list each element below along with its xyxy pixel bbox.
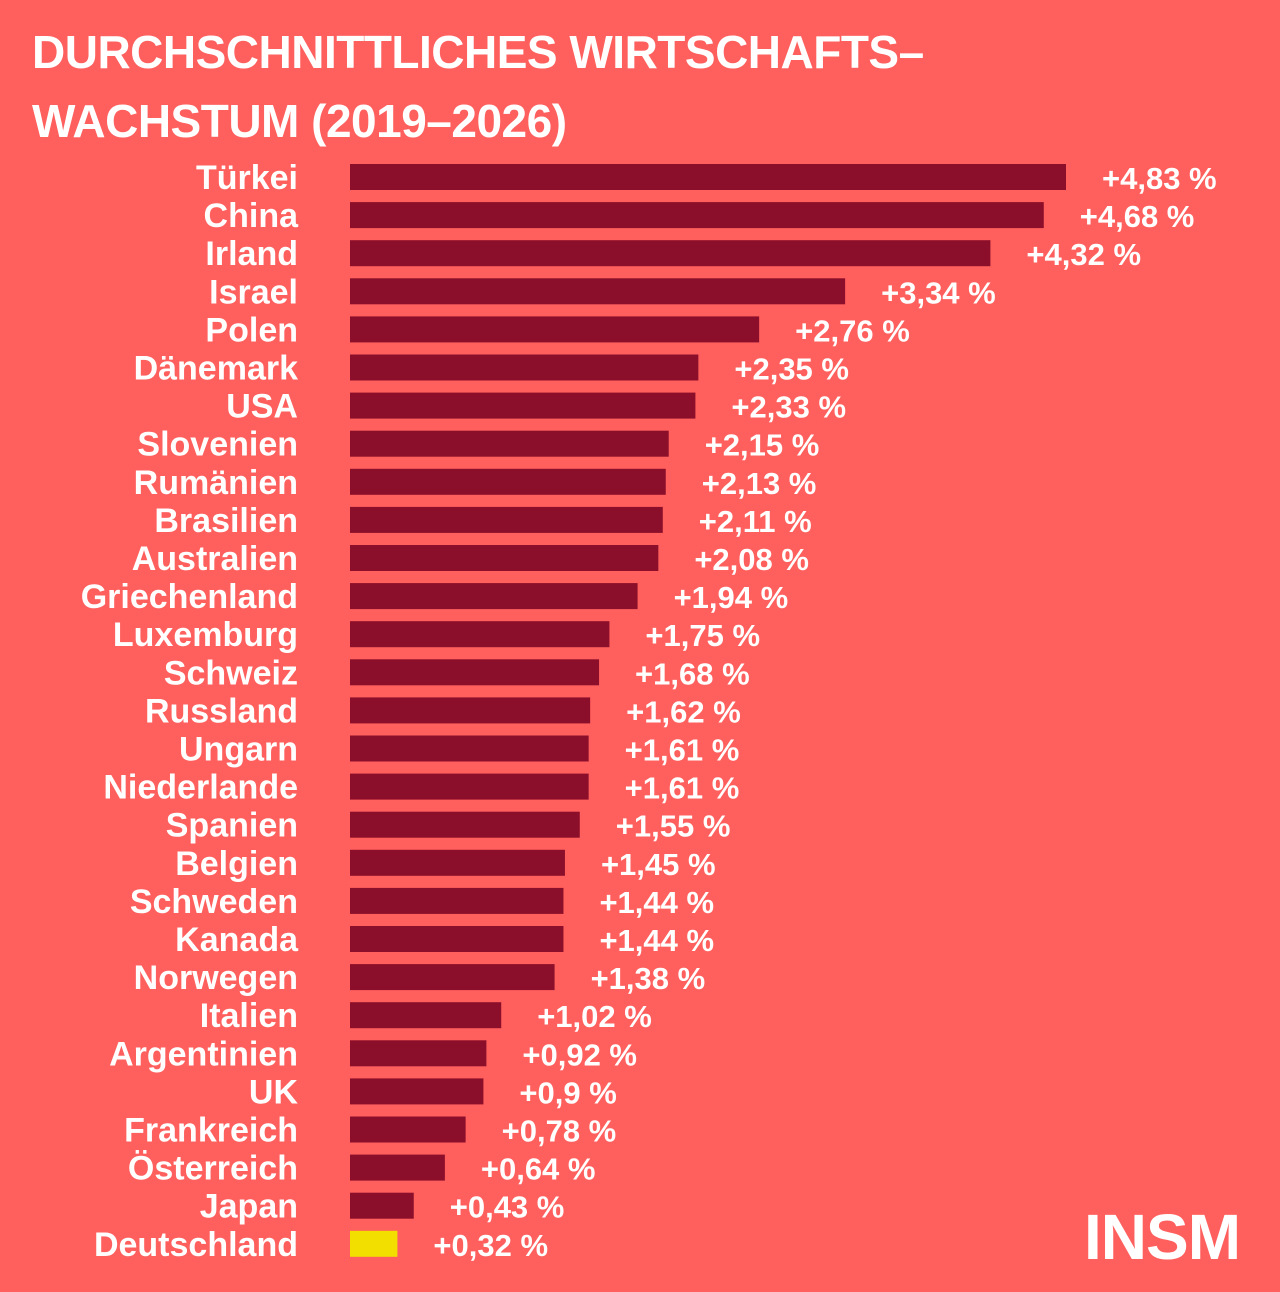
category-label: Russland — [145, 692, 298, 730]
data-label: +1,61 % — [625, 733, 740, 768]
data-label: +3,34 % — [881, 275, 996, 310]
category-label: Norwegen — [134, 959, 298, 997]
data-label: +2,35 % — [734, 352, 849, 387]
bar — [350, 1040, 487, 1067]
bar — [350, 583, 638, 610]
category-label: Schweden — [130, 883, 298, 921]
data-label: +0,32 % — [433, 1228, 548, 1263]
bar — [350, 1078, 484, 1105]
category-label: Luxemburg — [113, 616, 298, 654]
category-label: Niederlande — [103, 769, 298, 807]
bar — [350, 278, 846, 305]
data-label: +1,44 % — [599, 923, 714, 958]
bar — [350, 316, 760, 343]
data-label: +1,55 % — [616, 809, 731, 844]
category-label: Israel — [209, 273, 298, 311]
data-label: +1,62 % — [626, 694, 741, 729]
bar — [350, 887, 564, 914]
data-label: +1,44 % — [599, 885, 714, 920]
data-label: +0,9 % — [519, 1075, 616, 1110]
data-label: +2,76 % — [795, 313, 910, 348]
bar — [350, 506, 663, 533]
category-label: Japan — [200, 1188, 298, 1226]
data-label: +1,38 % — [591, 961, 706, 996]
category-label: Brasilien — [154, 502, 298, 540]
bar — [350, 430, 669, 457]
bar — [350, 926, 564, 952]
data-label: +0,64 % — [481, 1152, 596, 1187]
bar — [350, 164, 1066, 190]
data-label: +0,43 % — [450, 1190, 565, 1225]
bar — [350, 849, 565, 876]
category-label: Griechenland — [81, 578, 298, 616]
data-label: +2,15 % — [705, 428, 820, 463]
data-label: +2,08 % — [694, 542, 809, 577]
bar — [350, 1154, 445, 1181]
bar — [350, 240, 991, 267]
chart-title: DURCHSCHNITTLICHES WIRTSCHAFTS– WACHSTUM… — [32, 18, 924, 156]
category-label: Argentinien — [109, 1035, 298, 1073]
category-label: Australien — [132, 540, 298, 578]
bar — [350, 773, 589, 800]
chart-title-line-1: DURCHSCHNITTLICHES WIRTSCHAFTS– — [32, 26, 924, 78]
category-label: Frankreich — [124, 1112, 298, 1150]
bar — [350, 659, 600, 686]
category-label: Deutschland — [94, 1226, 298, 1264]
data-label: +0,92 % — [522, 1037, 637, 1072]
data-label: +0,78 % — [502, 1114, 617, 1149]
category-label: Schweiz — [164, 654, 298, 692]
bar — [350, 1002, 502, 1029]
category-label: Österreich — [128, 1150, 298, 1188]
bar — [350, 1192, 414, 1219]
data-label: +1,75 % — [645, 618, 760, 653]
bar — [350, 621, 610, 648]
bar — [350, 468, 666, 495]
category-label: Slovenien — [137, 426, 298, 464]
data-label: +4,32 % — [1026, 237, 1141, 272]
data-label: +1,94 % — [674, 580, 789, 615]
category-label: Belgien — [175, 845, 298, 883]
category-label: Kanada — [175, 921, 299, 959]
data-label: +4,68 % — [1080, 199, 1195, 234]
bar — [350, 811, 580, 838]
chart-title-line-2: WACHSTUM (2019–2026) — [32, 95, 567, 147]
data-label: +1,68 % — [635, 656, 750, 691]
data-label: +4,83 % — [1102, 161, 1217, 196]
bar — [350, 354, 699, 381]
category-label: Spanien — [166, 807, 298, 845]
category-label: Türkei — [196, 159, 298, 197]
data-label: +1,61 % — [625, 771, 740, 806]
category-label: Irland — [205, 235, 298, 273]
data-label: +2,33 % — [731, 390, 846, 425]
data-label: +1,45 % — [601, 847, 716, 882]
category-label: Ungarn — [179, 731, 298, 769]
category-label: UK — [249, 1073, 299, 1111]
bar — [350, 697, 591, 724]
category-label: Italien — [200, 997, 298, 1035]
data-label: +2,11 % — [699, 504, 812, 539]
bar-highlight — [350, 1230, 398, 1257]
bar — [350, 735, 589, 762]
category-label: Polen — [205, 311, 298, 349]
bar — [350, 545, 659, 571]
insm-logo: INSM — [1084, 1201, 1241, 1273]
bar — [350, 1116, 466, 1143]
bar — [350, 202, 1044, 229]
data-label: +2,13 % — [702, 466, 817, 501]
category-label: Dänemark — [134, 350, 299, 388]
data-label: +1,02 % — [537, 999, 652, 1034]
bar — [350, 964, 555, 991]
category-label: China — [204, 197, 300, 235]
category-label: USA — [226, 388, 298, 426]
category-label: Rumänien — [134, 464, 298, 502]
bar — [350, 392, 696, 419]
